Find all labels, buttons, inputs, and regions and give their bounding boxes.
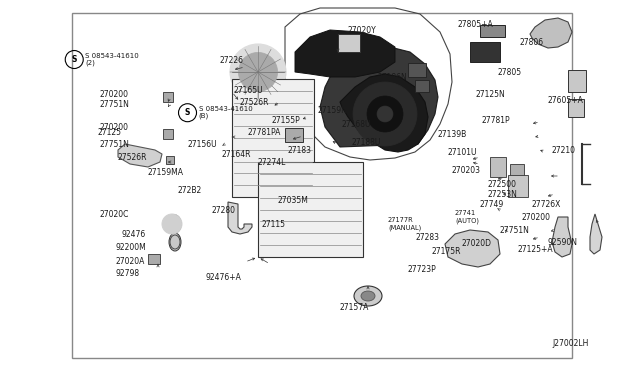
Text: 270203: 270203 xyxy=(452,166,481,174)
Polygon shape xyxy=(445,230,500,267)
Ellipse shape xyxy=(169,233,181,251)
Ellipse shape xyxy=(361,291,375,301)
Text: 27751N: 27751N xyxy=(100,140,130,148)
Text: 27165U: 27165U xyxy=(233,86,262,94)
Circle shape xyxy=(238,52,278,92)
Ellipse shape xyxy=(170,235,180,249)
Polygon shape xyxy=(340,74,428,152)
Polygon shape xyxy=(295,30,395,77)
Text: 27723P: 27723P xyxy=(408,266,436,275)
Text: 27101U: 27101U xyxy=(448,148,477,157)
Bar xyxy=(163,92,173,102)
Text: 27781P: 27781P xyxy=(482,115,511,125)
Text: 27020C: 27020C xyxy=(100,209,129,218)
Text: 27125N: 27125N xyxy=(475,90,505,99)
Text: 27035M: 27035M xyxy=(278,196,309,205)
Text: 27274L: 27274L xyxy=(258,157,286,167)
Text: 27741
(AUTO): 27741 (AUTO) xyxy=(455,210,479,224)
Text: 92590N: 92590N xyxy=(548,237,578,247)
Text: S 08543-41610
(2): S 08543-41610 (2) xyxy=(85,53,139,66)
Bar xyxy=(232,79,314,197)
Text: 27805: 27805 xyxy=(498,67,522,77)
Polygon shape xyxy=(118,144,162,167)
Bar xyxy=(408,63,426,77)
Text: 27175R: 27175R xyxy=(432,247,461,257)
Bar xyxy=(480,25,505,37)
Text: 92200M: 92200M xyxy=(115,243,146,251)
Bar xyxy=(415,80,429,92)
Bar xyxy=(166,156,174,164)
Text: S: S xyxy=(185,108,190,117)
Text: 27164R: 27164R xyxy=(222,150,252,158)
Ellipse shape xyxy=(169,215,181,233)
Text: 27283: 27283 xyxy=(415,232,439,241)
Text: 27726X: 27726X xyxy=(532,199,561,208)
Polygon shape xyxy=(590,214,602,254)
Circle shape xyxy=(367,96,403,132)
Text: 27159N: 27159N xyxy=(318,106,348,115)
Polygon shape xyxy=(530,18,572,48)
Polygon shape xyxy=(552,217,572,257)
Text: 270200: 270200 xyxy=(100,90,129,99)
Text: 270200: 270200 xyxy=(522,212,551,221)
Text: 272500: 272500 xyxy=(488,180,517,189)
Text: 27188U: 27188U xyxy=(352,138,381,147)
Polygon shape xyxy=(320,47,438,147)
Text: 27749: 27749 xyxy=(480,199,504,208)
Text: J27002LH: J27002LH xyxy=(552,340,588,349)
Text: 27751N: 27751N xyxy=(500,225,530,234)
Text: 27020A: 27020A xyxy=(115,257,145,266)
Circle shape xyxy=(377,106,393,122)
Bar xyxy=(508,175,528,197)
Bar xyxy=(338,34,360,52)
Text: 92476: 92476 xyxy=(122,230,147,238)
Circle shape xyxy=(230,44,286,100)
Text: 27168U: 27168U xyxy=(342,119,371,128)
Text: 27125: 27125 xyxy=(98,128,122,137)
Bar xyxy=(163,129,173,139)
Text: 27526R: 27526R xyxy=(118,153,147,161)
Text: 27125+A: 27125+A xyxy=(518,246,554,254)
Text: 27156U: 27156U xyxy=(188,140,218,148)
Text: 27806: 27806 xyxy=(520,38,544,46)
Text: 27177R
(MANUAL): 27177R (MANUAL) xyxy=(388,217,421,231)
Text: 27751N: 27751N xyxy=(100,99,130,109)
Text: S: S xyxy=(72,55,77,64)
Text: 27155P: 27155P xyxy=(272,115,301,125)
Text: S 08543-41610
(B): S 08543-41610 (B) xyxy=(198,106,252,119)
Bar xyxy=(258,162,363,257)
Text: 27226: 27226 xyxy=(220,55,244,64)
Text: 27253N: 27253N xyxy=(488,189,518,199)
Text: 92476+A: 92476+A xyxy=(205,273,241,282)
Bar xyxy=(568,70,586,92)
Circle shape xyxy=(162,214,182,234)
Text: 92798: 92798 xyxy=(115,269,139,279)
Circle shape xyxy=(353,82,417,146)
Text: 27020Y: 27020Y xyxy=(348,26,377,35)
Text: 272B2: 272B2 xyxy=(178,186,202,195)
Text: 27183: 27183 xyxy=(288,145,312,154)
Polygon shape xyxy=(228,202,252,234)
Text: 27186N: 27186N xyxy=(378,73,408,81)
Bar xyxy=(568,99,584,117)
Text: 270200: 270200 xyxy=(100,122,129,131)
Text: 27210: 27210 xyxy=(552,145,576,154)
Ellipse shape xyxy=(354,286,382,306)
Bar xyxy=(510,164,524,182)
Text: 27781PA: 27781PA xyxy=(248,128,282,137)
Text: 27805+A: 27805+A xyxy=(458,19,493,29)
Text: 27159MA: 27159MA xyxy=(148,167,184,176)
Text: 27605+A: 27605+A xyxy=(548,96,584,105)
Text: 27115: 27115 xyxy=(262,219,286,228)
Text: 27157A: 27157A xyxy=(340,302,369,311)
Text: 27139B: 27139B xyxy=(438,129,467,138)
Bar xyxy=(470,42,500,62)
Text: 27280: 27280 xyxy=(212,205,236,215)
Bar xyxy=(72,13,572,358)
Bar xyxy=(285,128,303,142)
Bar xyxy=(490,157,506,177)
Text: 27020D: 27020D xyxy=(462,240,492,248)
Text: 27526R: 27526R xyxy=(240,97,269,106)
Bar xyxy=(148,254,160,264)
